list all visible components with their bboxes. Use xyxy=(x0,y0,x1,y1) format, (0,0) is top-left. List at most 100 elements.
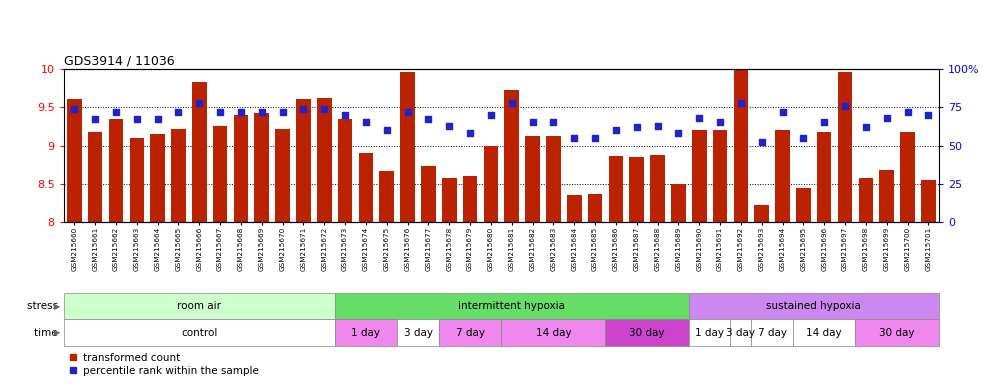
Bar xyxy=(793,319,855,346)
Bar xyxy=(689,319,730,346)
Point xyxy=(691,115,707,121)
Bar xyxy=(547,136,560,222)
Point xyxy=(858,124,874,130)
Point xyxy=(358,119,374,126)
Bar xyxy=(213,126,227,222)
Bar xyxy=(234,115,249,222)
Bar xyxy=(438,319,501,346)
Bar xyxy=(629,157,644,222)
Bar xyxy=(858,178,873,222)
Bar xyxy=(484,146,498,222)
Bar xyxy=(67,99,82,222)
Point xyxy=(483,112,498,118)
Point xyxy=(795,135,811,141)
Point xyxy=(462,130,478,136)
Point xyxy=(108,109,124,115)
Point xyxy=(670,130,686,136)
Bar xyxy=(338,119,352,222)
Point xyxy=(212,109,228,115)
Point xyxy=(149,116,165,122)
Point xyxy=(920,112,936,118)
Bar xyxy=(608,156,623,222)
Point xyxy=(608,127,624,133)
Bar xyxy=(397,319,438,346)
Bar xyxy=(64,319,334,346)
Bar xyxy=(359,153,374,222)
Text: 7 day: 7 day xyxy=(455,328,485,338)
Bar xyxy=(504,90,519,222)
Point xyxy=(733,99,749,106)
Point xyxy=(629,124,645,130)
Point xyxy=(87,116,103,122)
Point xyxy=(337,112,353,118)
Point xyxy=(233,109,249,115)
Text: intermittent hypoxia: intermittent hypoxia xyxy=(458,301,565,311)
Bar xyxy=(525,136,540,222)
Bar xyxy=(567,195,582,222)
Text: GDS3914 / 11036: GDS3914 / 11036 xyxy=(64,55,175,68)
Point xyxy=(275,109,291,115)
Bar xyxy=(838,72,852,222)
Bar xyxy=(588,194,603,222)
Text: 30 day: 30 day xyxy=(629,328,665,338)
Bar xyxy=(255,113,269,222)
Bar xyxy=(334,293,689,319)
Text: control: control xyxy=(181,328,217,338)
Point xyxy=(378,127,394,133)
Text: 30 day: 30 day xyxy=(880,328,915,338)
Bar xyxy=(689,293,939,319)
Text: 3 day: 3 day xyxy=(726,328,755,338)
Text: room air: room air xyxy=(177,301,221,311)
Text: 3 day: 3 day xyxy=(403,328,433,338)
Point xyxy=(67,106,83,112)
Bar xyxy=(334,319,397,346)
Point xyxy=(879,115,895,121)
Bar xyxy=(150,134,165,222)
Bar xyxy=(501,319,606,346)
Bar xyxy=(776,130,789,222)
Point xyxy=(192,99,207,106)
Bar xyxy=(64,293,334,319)
Text: 14 day: 14 day xyxy=(806,328,842,338)
Bar xyxy=(421,166,435,222)
Bar xyxy=(754,205,769,222)
Text: sustained hypoxia: sustained hypoxia xyxy=(767,301,861,311)
Bar xyxy=(400,72,415,222)
Bar xyxy=(855,319,939,346)
Bar xyxy=(692,130,707,222)
Text: 1 day: 1 day xyxy=(352,328,380,338)
Point xyxy=(525,119,541,126)
Point xyxy=(296,106,312,112)
Bar xyxy=(671,184,686,222)
Point xyxy=(317,106,332,112)
Bar xyxy=(751,319,793,346)
Bar xyxy=(171,129,186,222)
Bar xyxy=(317,98,331,222)
Bar xyxy=(442,178,456,222)
Point xyxy=(441,122,457,129)
Bar xyxy=(87,132,102,222)
Bar xyxy=(730,319,751,346)
Point xyxy=(129,116,145,122)
Bar xyxy=(109,119,123,222)
Bar xyxy=(796,188,811,222)
Point xyxy=(650,122,665,129)
Text: ▶: ▶ xyxy=(54,328,61,337)
Text: 1 day: 1 day xyxy=(695,328,724,338)
Point xyxy=(899,109,915,115)
Bar xyxy=(379,171,394,222)
Bar xyxy=(606,319,689,346)
Bar xyxy=(880,170,894,222)
Point xyxy=(546,119,561,126)
Bar xyxy=(463,176,478,222)
Point xyxy=(171,109,187,115)
Bar xyxy=(900,132,915,222)
Point xyxy=(566,135,582,141)
Point xyxy=(587,135,603,141)
Point xyxy=(254,109,269,115)
Point xyxy=(754,139,770,146)
Point xyxy=(713,119,728,126)
Text: 14 day: 14 day xyxy=(536,328,571,338)
Bar xyxy=(192,82,206,222)
Text: time: time xyxy=(34,328,61,338)
